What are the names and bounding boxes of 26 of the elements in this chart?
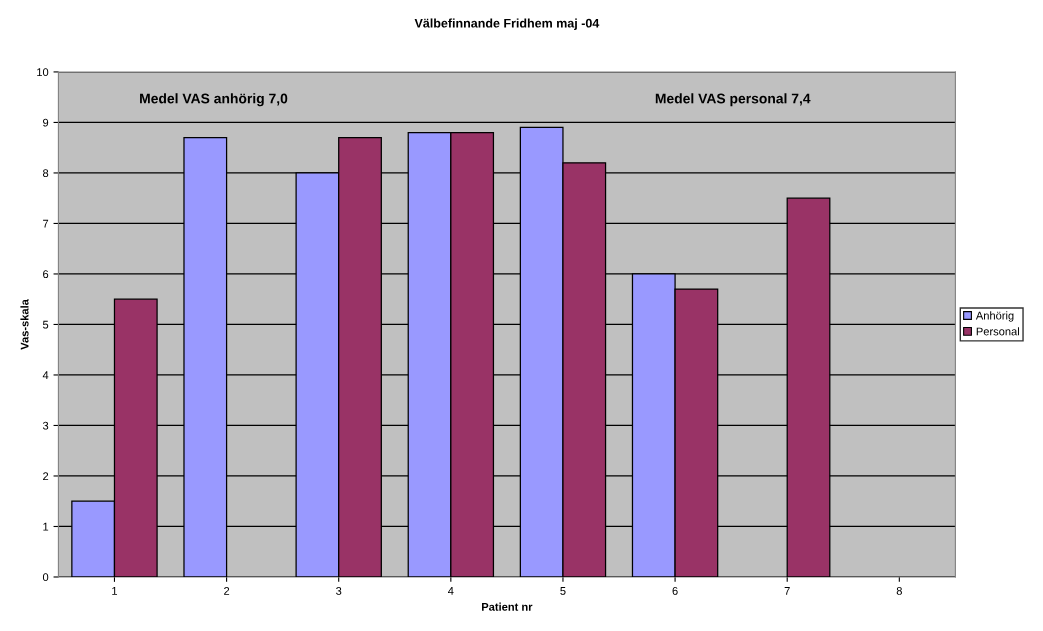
legend-label: Personal xyxy=(976,327,1019,336)
y-tick-label: 10 xyxy=(37,68,49,77)
x-tick-label: 4 xyxy=(448,587,454,595)
y-tick-label: 1 xyxy=(43,522,49,531)
y-tick-label: 4 xyxy=(42,371,49,379)
y-axis-title: Vas-skala xyxy=(20,299,29,350)
annotation: Medel VAS anhörig 7,0 xyxy=(140,93,288,107)
annotation: Medel VAS personal 7,4 xyxy=(655,93,811,107)
y-tick-label: 3 xyxy=(42,421,49,430)
y-tick-label: 0 xyxy=(42,573,49,582)
x-tick-label: 7 xyxy=(784,587,790,595)
x-tick-label: 5 xyxy=(560,587,566,595)
y-tick-label: 6 xyxy=(43,270,49,279)
x-axis-title: Patient nr xyxy=(482,602,533,611)
x-tick-label: 1 xyxy=(112,587,118,595)
y-tick-label: 9 xyxy=(43,118,49,127)
y-tick-label: 7 xyxy=(43,219,49,228)
x-tick-label: 8 xyxy=(896,587,902,595)
y-tick-label: 2 xyxy=(43,472,49,480)
legend-label: Anhörig xyxy=(975,311,1014,322)
y-tick-label: 5 xyxy=(42,320,49,329)
x-tick-label: 6 xyxy=(672,587,678,595)
y-tick-label: 8 xyxy=(42,169,49,178)
x-tick-label: 2 xyxy=(224,587,230,595)
x-tick-label: 3 xyxy=(336,587,342,595)
chart-title: Välbefinnande Fridhem maj -04 xyxy=(414,18,600,31)
